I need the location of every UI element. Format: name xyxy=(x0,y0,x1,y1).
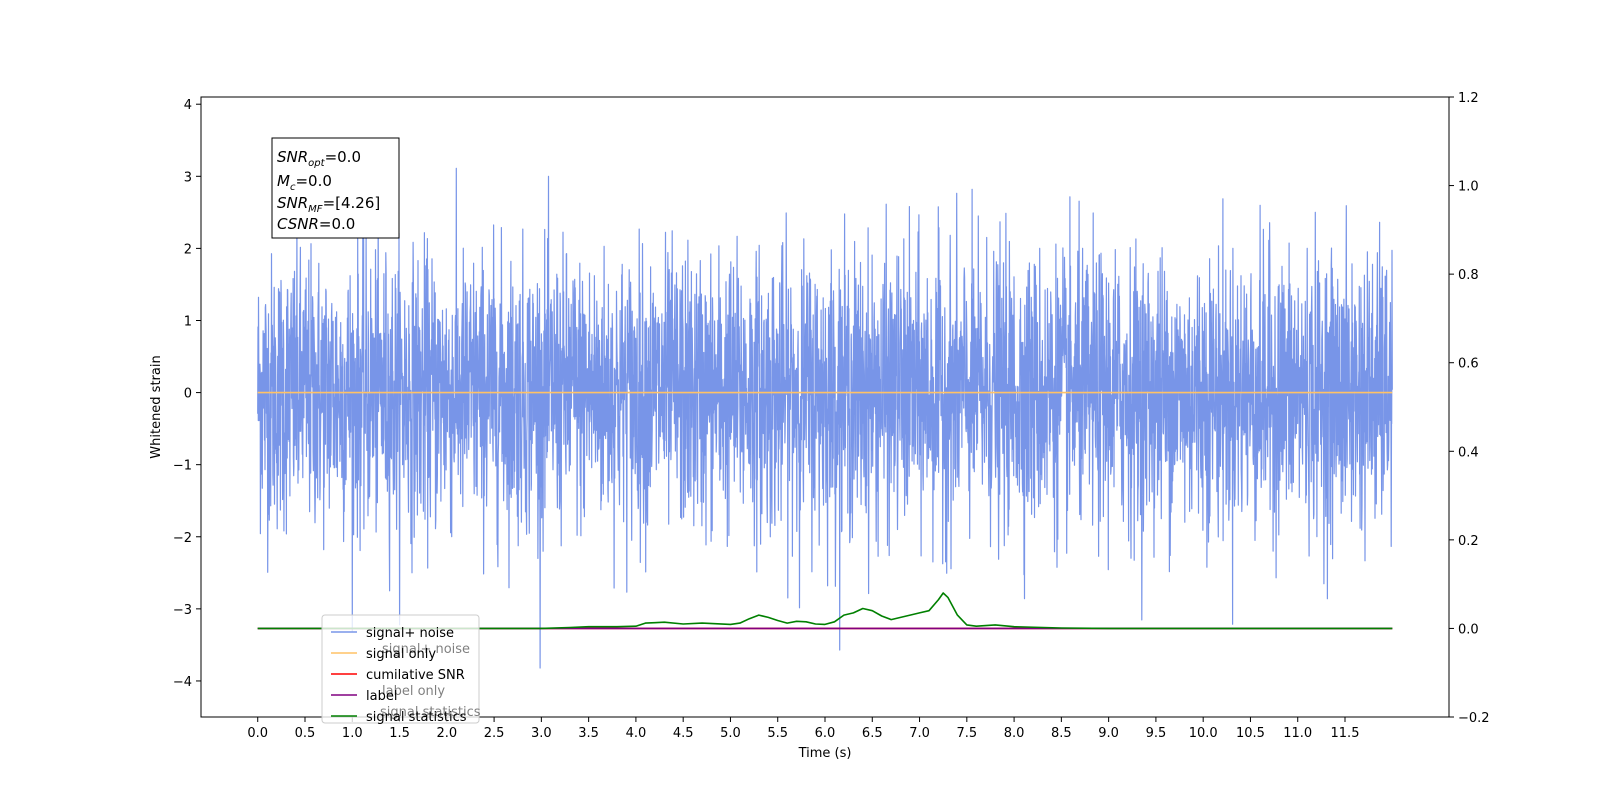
x-tick-label: 4.5 xyxy=(673,726,694,741)
x-tick-label: 6.0 xyxy=(815,726,836,741)
x-tick-label: 1.5 xyxy=(389,726,410,741)
y-tick-label: −1 xyxy=(173,459,192,474)
legend-entry: signal only xyxy=(366,647,436,662)
annotation-mc: Mc=0.0 xyxy=(277,172,332,193)
y2-axis: −0.2 0.0 0.2 0.4 0.6 0.8 1.0 1.2 xyxy=(1449,91,1490,726)
legend-entry: signal statistics xyxy=(366,710,467,725)
y2-tick-label: 0.8 xyxy=(1458,268,1479,283)
x-tick-label: 3.5 xyxy=(578,726,599,741)
x-tick-label: 5.5 xyxy=(767,726,788,741)
x-axis-label: Time (s) xyxy=(798,746,852,761)
x-tick-label: 9.5 xyxy=(1146,726,1167,741)
y2-tick-label: 0.4 xyxy=(1458,445,1479,460)
x-tick-label: 3.0 xyxy=(531,726,552,741)
y-tick-label: 2 xyxy=(184,242,192,257)
legend-entry: label xyxy=(366,689,397,704)
y2-tick-label: 0.0 xyxy=(1458,622,1479,637)
series-signal-statistics xyxy=(257,592,1393,630)
y-axis-label: Whitened strain xyxy=(149,355,164,458)
x-axis: 0.0 0.5 1.0 1.5 2.0 2.5 3.0 3.5 4.0 4.5 5.0 5.5 6.0 6… xyxy=(247,717,1359,741)
x-tick-label: 7.0 xyxy=(909,726,930,741)
y-tick-label: 1 xyxy=(184,314,192,329)
legend-overlay-text: signal statistics xyxy=(380,705,481,720)
series-signal-noise xyxy=(257,167,1393,669)
y2-tick-label: 1.2 xyxy=(1458,91,1479,106)
x-tick-label: 5.0 xyxy=(720,726,741,741)
y-tick-label: −3 xyxy=(173,603,192,618)
annotation-snr-mf: SNRMF=[4.26] xyxy=(277,194,380,215)
y2-tick-label: −0.2 xyxy=(1458,711,1490,726)
x-tick-label: 2.0 xyxy=(436,726,457,741)
legend-box xyxy=(321,614,480,724)
parameter-annotation: SNRopt=0.0 Mc=0.0 SNRMF=[4.26] CSNR=0.0 xyxy=(271,137,400,239)
annotation-box xyxy=(271,137,400,239)
y2-tick-label: 1.0 xyxy=(1458,180,1479,195)
x-tick-label: 0.5 xyxy=(295,726,316,741)
x-tick-label: 10.5 xyxy=(1236,726,1265,741)
y-tick-label: 3 xyxy=(184,170,192,185)
x-tick-label: 9.0 xyxy=(1098,726,1119,741)
x-tick-label: 1.0 xyxy=(342,726,363,741)
y-tick-label: −2 xyxy=(173,531,192,546)
y2-tick-label: 0.6 xyxy=(1458,357,1479,372)
x-tick-label: 8.5 xyxy=(1051,726,1072,741)
x-tick-label: 6.5 xyxy=(862,726,883,741)
x-tick-label: 0.0 xyxy=(247,726,268,741)
annotation-csnr: CSNR=0.0 xyxy=(277,215,355,233)
series-layer xyxy=(257,167,1393,669)
x-tick-label: 10.0 xyxy=(1189,726,1218,741)
x-tick-label: 4.0 xyxy=(626,726,647,741)
legend-entry: cumilative SNR xyxy=(366,668,465,683)
y-tick-label: −4 xyxy=(173,675,192,690)
x-tick-label: 8.0 xyxy=(1004,726,1025,741)
y-tick-label: 0 xyxy=(184,387,192,402)
annotation-snr-opt: SNRopt=0.0 xyxy=(277,148,361,169)
x-tick-label: 11.5 xyxy=(1331,726,1360,741)
legend-overlay-text: label only xyxy=(382,684,445,699)
x-tick-label: 7.5 xyxy=(956,726,977,741)
x-tick-label: 2.5 xyxy=(484,726,505,741)
x-tick-label: 11.0 xyxy=(1283,726,1312,741)
legend-overlay-text: signal+ noise xyxy=(382,642,470,657)
y-axis: −4 −3 −2 −1 0 1 2 3 4 xyxy=(173,98,201,690)
y2-tick-label: 0.2 xyxy=(1458,534,1479,549)
y-tick-label: 4 xyxy=(184,98,192,113)
legend-entry: signal+ noise xyxy=(366,626,454,641)
